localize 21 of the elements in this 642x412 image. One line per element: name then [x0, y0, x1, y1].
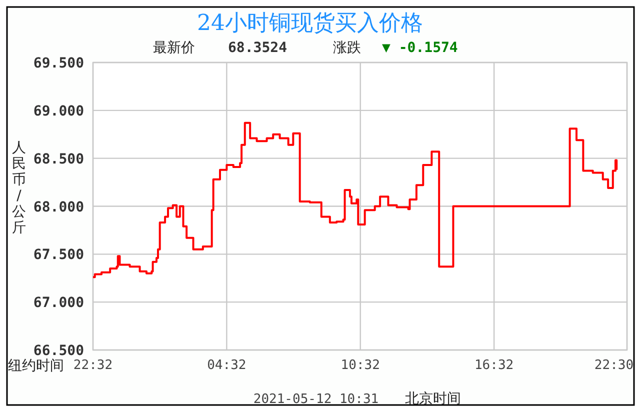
- x-tick-label: 10:32: [340, 358, 380, 373]
- y-tick-label: 69.500: [33, 56, 84, 72]
- y-tick-label: 68.500: [33, 151, 84, 168]
- chart-title: 24小时铜现货买入价格: [197, 11, 423, 36]
- x-axis-title: 纽约时间: [8, 358, 64, 374]
- y-tick-label: 69.000: [33, 103, 84, 120]
- x-tick-label: 04:32: [207, 358, 246, 373]
- text: 涨跌: [333, 40, 361, 56]
- text: ▼ -0.1574: [382, 40, 458, 56]
- y-tick-label: 66.500: [33, 343, 84, 359]
- text: 68.3524: [228, 40, 288, 56]
- y-tick-label: 67.500: [33, 247, 84, 264]
- text: 北京时间: [405, 391, 461, 407]
- text: 最新价: [153, 40, 195, 56]
- x-tick-label: 22:32: [73, 358, 113, 373]
- x-tick-label: 22:30: [594, 358, 634, 373]
- y-tick-label: 67.000: [33, 295, 84, 312]
- y-tick-label: 68.000: [33, 199, 84, 216]
- y-axis-title: 人民币/公斤: [12, 140, 26, 236]
- text: 2021-05-12 10:31: [253, 392, 379, 407]
- x-tick-label: 16:32: [474, 358, 514, 373]
